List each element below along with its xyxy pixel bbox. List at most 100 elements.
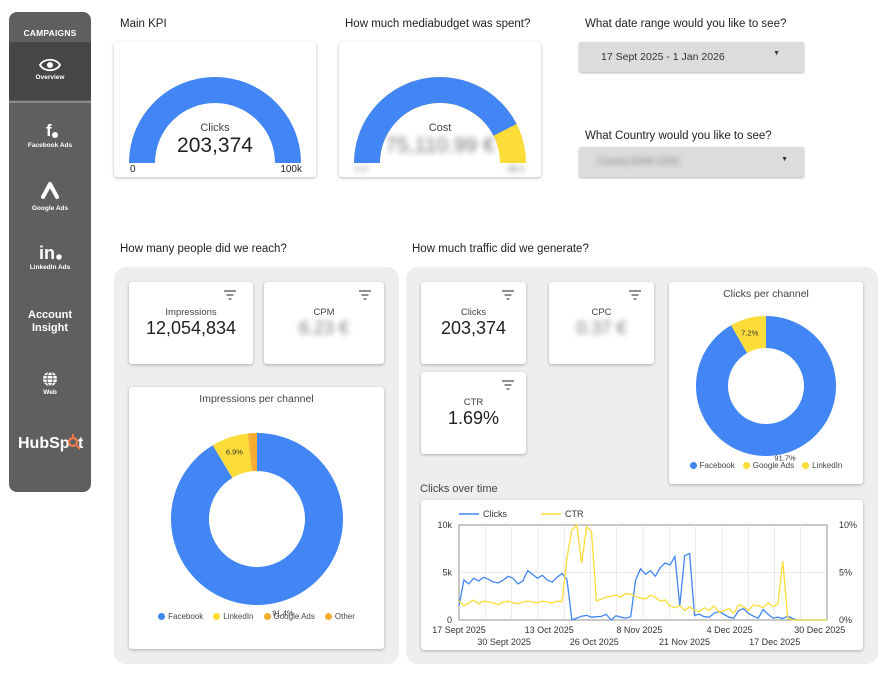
- country-value: Country (6446 1234): [597, 156, 680, 166]
- donut-slice-label: 91.4%: [272, 608, 294, 617]
- date-range-value: 17 Sept 2025 - 1 Jan 2026: [601, 51, 725, 63]
- sidebar-item-linkedin-ads[interactable]: in LinkedIn Ads: [9, 242, 91, 271]
- x-tick: 21 Nov 2025: [659, 637, 710, 647]
- date-filter-title: What date range would you like to see?: [585, 18, 787, 30]
- filter-icon[interactable]: [629, 290, 641, 300]
- y-left-tick: 0: [447, 615, 452, 625]
- x-tick: 30 Dec 2025: [794, 625, 845, 635]
- sidebar: CAMPAIGNS Overview f Facebook Ads Google…: [9, 12, 91, 492]
- linkedin-icon: in: [39, 243, 62, 262]
- date-range-dropdown[interactable]: 17 Sept 2025 - 1 Jan 2026 ▼: [579, 42, 804, 72]
- sidebar-item-facebook-ads[interactable]: f Facebook Ads: [9, 120, 91, 149]
- donut-slice-other[interactable]: [249, 433, 257, 472]
- kpi-label: Clicks: [460, 307, 487, 318]
- gauge-label: Clicks: [200, 122, 230, 134]
- clicks-gauge-fill: [129, 77, 301, 164]
- legend-item: LinkedIn: [213, 612, 254, 621]
- country-filter-title: What Country would you like to see?: [585, 130, 772, 142]
- clicks-card: Clicks 203,374: [421, 282, 526, 364]
- caret-down-icon: ▼: [781, 156, 788, 163]
- kpi-value: 6.23 €: [298, 318, 350, 338]
- x-tick: 13 Oct 2025: [525, 625, 574, 635]
- sidebar-header: CAMPAIGNS: [23, 28, 77, 38]
- legend-item: Facebook: [689, 461, 735, 470]
- sidebar-item-label: LinkedIn Ads: [29, 264, 71, 271]
- legend-item: LinkedIn: [802, 461, 842, 470]
- cost-gauge: [354, 77, 526, 164]
- filter-icon[interactable]: [224, 290, 236, 300]
- donut-slice-linkedin[interactable]: [212, 433, 252, 478]
- donut-slice-label: 6.9%: [226, 448, 243, 457]
- y-left-tick: 5k: [442, 568, 452, 578]
- kpi-label: CPC: [591, 307, 612, 318]
- sidebar-item-hubspot[interactable]: HubSp t: [9, 430, 91, 454]
- x-tick: 17 Dec 2025: [749, 637, 800, 647]
- eye-icon: [39, 58, 61, 72]
- reach-title: How many people did we reach?: [120, 243, 287, 255]
- sidebar-item-label: Facebook Ads: [27, 142, 73, 149]
- donut-slice-google-ads[interactable]: [731, 316, 764, 354]
- clicks-donut-chart: 91.7% 7.2%: [696, 316, 836, 462]
- impressions-legend: Facebook LinkedIn Google Ads Other: [129, 612, 384, 621]
- sidebar-item-google-ads[interactable]: Google Ads: [9, 182, 91, 212]
- impressions-donut-chart: 91.4% 6.9%: [171, 433, 343, 617]
- sidebar-item-overview[interactable]: Overview: [9, 58, 91, 81]
- gauge-min: 0.0: [355, 164, 368, 174]
- kpi-value: 1.69%: [447, 408, 500, 428]
- legend-item: Google Ads: [742, 461, 794, 470]
- google-ads-icon: [41, 182, 59, 199]
- donut-slice-linkedin[interactable]: [761, 316, 766, 349]
- y-left-tick: 10k: [437, 520, 452, 530]
- legend-label: CTR: [565, 509, 584, 519]
- cpc-card: CPC 0.37 €: [549, 282, 654, 364]
- sidebar-item-label: Google Ads: [31, 205, 69, 212]
- gauge-value: 203,374: [177, 134, 253, 157]
- x-tick: 30 Sept 2025: [477, 637, 531, 647]
- x-tick: 4 Dec 2025: [707, 625, 753, 635]
- budget-card: Cost 75,110.99 € 0.0 88 k: [339, 42, 541, 177]
- clicks-over-time-chart: 0 5k 10k 0% 5% 10% 17 Sept 2025 13 Oct 2025 8 No…: [432, 509, 857, 647]
- x-tick: 17 Sept 2025: [432, 625, 486, 635]
- sidebar-item-account-insight[interactable]: Account Insight: [9, 309, 91, 335]
- filter-icon[interactable]: [359, 290, 371, 300]
- kpi-label: CPM: [313, 307, 335, 318]
- legend-item: Google Ads: [263, 612, 315, 621]
- chart-title: Clicks per channel: [723, 288, 809, 300]
- donut-slice-google-ads[interactable]: [247, 433, 254, 472]
- sidebar-item-web[interactable]: Web: [9, 371, 91, 396]
- legend-label: Clicks: [483, 509, 507, 519]
- donut-slice-facebook[interactable]: [171, 433, 343, 605]
- cost-gauge-fill: [354, 77, 517, 164]
- clicks-per-channel-card: Clicks per channel 91.7% 7.2% Facebook Go…: [669, 282, 863, 484]
- sidebar-item-label: Account Insight: [28, 309, 72, 334]
- chart-title: Impressions per channel: [199, 393, 314, 405]
- clicks-gauge: [129, 77, 301, 164]
- sidebar-item-label: Web: [43, 389, 57, 396]
- legend-item: Other: [324, 612, 355, 621]
- filter-icon[interactable]: [502, 290, 514, 300]
- kpi-value: 12,054,834: [145, 318, 237, 338]
- kpi-label: Impressions: [165, 307, 217, 318]
- clicks-legend: Facebook Google Ads LinkedIn: [669, 461, 863, 470]
- filter-icon[interactable]: [502, 380, 514, 390]
- facebook-icon: f: [46, 121, 58, 140]
- kpi-value: 203,374: [440, 318, 507, 338]
- clicks-over-time-card: 0 5k 10k 0% 5% 10% 17 Sept 2025 13 Oct 2025 8 No…: [421, 500, 863, 650]
- y-right-tick: 10%: [839, 520, 857, 530]
- x-tick: 26 Oct 2025: [570, 637, 619, 647]
- svg-text:t: t: [78, 435, 84, 452]
- hubspot-logo: HubSp t: [18, 434, 84, 452]
- gauge-label: Cost: [428, 122, 452, 134]
- country-dropdown[interactable]: Country (6446 1234) ▼: [579, 147, 804, 177]
- donut-slice-label: 7.2%: [741, 328, 758, 337]
- gauge-min: 0: [130, 164, 136, 175]
- donut-slice-facebook[interactable]: [696, 316, 836, 456]
- donut-slice-label: 91.7%: [774, 453, 796, 462]
- svg-text:f: f: [46, 121, 52, 140]
- gauge-max: 88 k: [507, 164, 525, 174]
- sidebar-divider: [9, 101, 91, 103]
- x-tick: 8 Nov 2025: [616, 625, 662, 635]
- impressions-per-channel-card: Impressions per channel 91.4% 6.9% Facebo…: [129, 387, 384, 649]
- clicks-over-time-title: Clicks over time: [420, 483, 498, 495]
- main-kpi-card: Clicks 203,374 0 100k: [114, 42, 316, 177]
